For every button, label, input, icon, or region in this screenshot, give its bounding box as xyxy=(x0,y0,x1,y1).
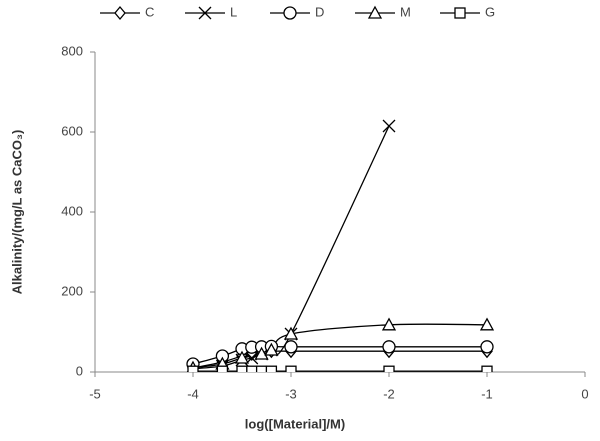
x-tick-label: -1 xyxy=(481,386,493,401)
plot-area xyxy=(186,119,495,372)
marker xyxy=(383,365,395,372)
y-tick-label: 200 xyxy=(61,283,83,298)
marker xyxy=(382,340,396,354)
marker xyxy=(367,5,383,19)
marker xyxy=(254,346,269,360)
y-tick-label: 0 xyxy=(76,363,83,378)
marker xyxy=(481,365,493,372)
y-axis-title: Alkalinity/(mg/L as CaCO₃) xyxy=(9,130,24,295)
y-tick-label: 800 xyxy=(61,43,83,58)
marker xyxy=(284,340,298,354)
marker xyxy=(187,365,199,372)
x-tick-label: -5 xyxy=(89,386,101,401)
legend-label: D xyxy=(315,4,324,19)
marker xyxy=(234,350,250,364)
legend-label: L xyxy=(230,4,237,19)
marker xyxy=(246,365,258,372)
marker xyxy=(265,365,278,372)
x-tick-label: 0 xyxy=(581,386,588,401)
marker xyxy=(283,6,297,20)
x-tick-label: -3 xyxy=(285,386,297,401)
legend-label: C xyxy=(145,4,154,19)
marker xyxy=(264,342,279,356)
marker xyxy=(255,365,268,372)
y-tick-label: 600 xyxy=(61,123,83,138)
y-tick-label: 400 xyxy=(61,203,83,218)
x-axis-title: log([Material]/M) xyxy=(245,416,345,431)
marker xyxy=(236,365,248,372)
marker xyxy=(480,340,494,354)
legend-label: M xyxy=(400,4,411,19)
marker xyxy=(454,7,466,19)
marker xyxy=(216,365,229,372)
x-tick-label: -4 xyxy=(187,386,199,401)
marker xyxy=(114,5,126,21)
marker xyxy=(382,119,396,133)
marker xyxy=(479,317,495,331)
x-tick-label: -2 xyxy=(383,386,395,401)
marker xyxy=(283,326,299,340)
marker xyxy=(285,365,297,372)
legend-label: G xyxy=(485,4,495,19)
marker xyxy=(198,6,212,20)
marker xyxy=(381,317,397,331)
